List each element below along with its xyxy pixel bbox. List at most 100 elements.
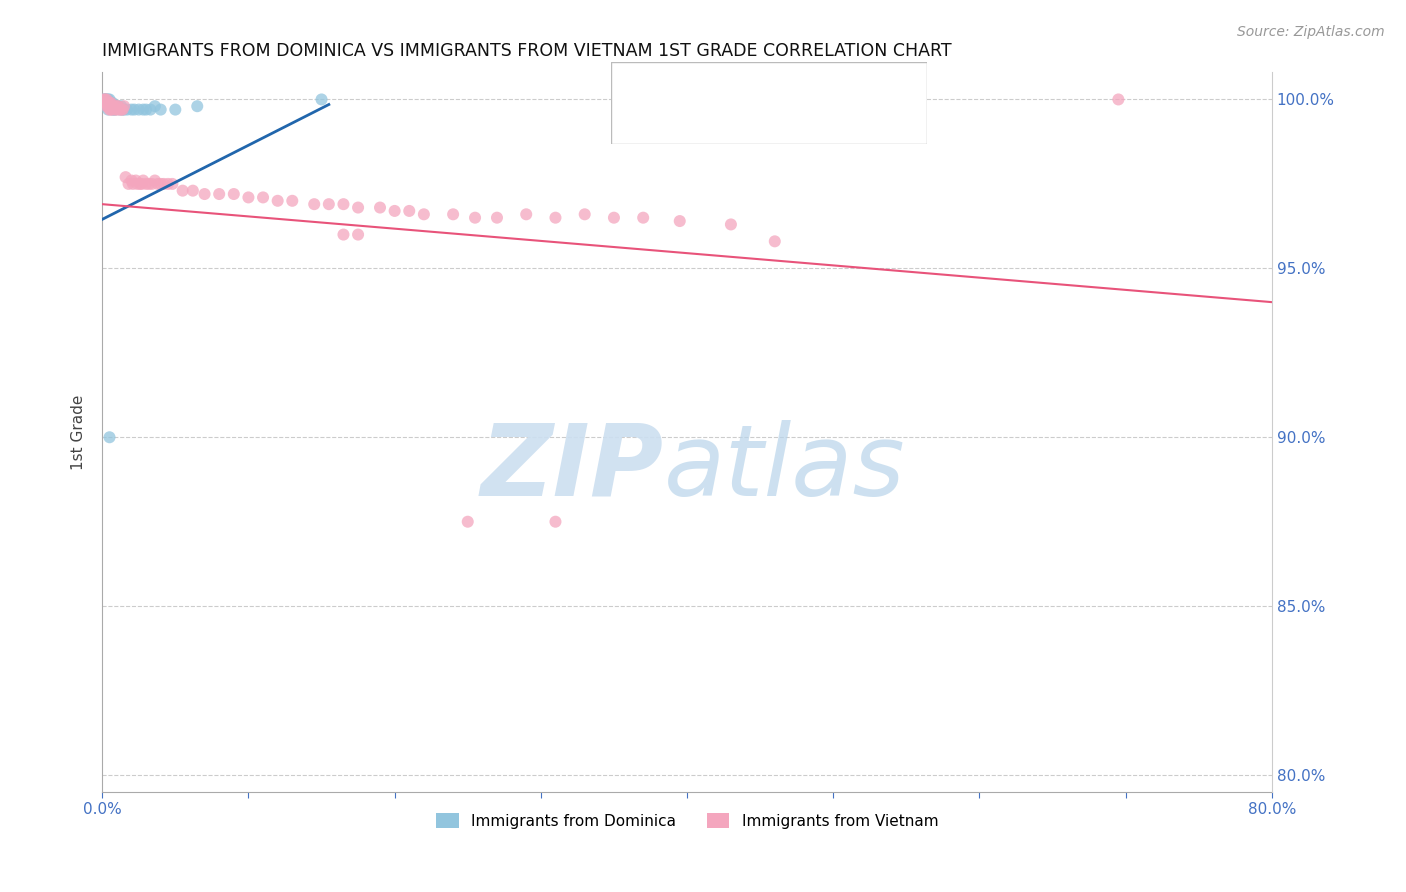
Point [181,184,204,198]
Point [162,177,184,191]
Point [98,95,121,110]
Point [94,92,117,106]
Y-axis label: 1st Grade: 1st Grade [72,394,86,470]
Point [100,103,122,117]
Point [302,197,325,211]
Point [103,99,125,113]
Point [149,103,172,117]
Point [114,170,136,185]
Point [94,95,117,110]
Point [111,103,134,117]
Point [222,187,245,202]
Point [544,211,567,225]
Point [96,95,118,110]
Point [98,99,121,113]
Point [100,99,122,113]
Point [112,103,135,117]
Point [152,177,174,191]
Text: IMMIGRANTS FROM DOMINICA VS IMMIGRANTS FROM VIETNAM 1ST GRADE CORRELATION CHART: IMMIGRANTS FROM DOMINICA VS IMMIGRANTS F… [103,42,952,60]
Point [412,207,434,221]
Point [98,103,121,117]
Point [384,203,406,218]
Point [127,177,149,191]
Point [112,99,135,113]
Point [97,103,120,117]
Point [107,99,129,113]
Point [111,103,134,117]
Point [457,515,479,529]
Point [156,177,179,191]
Point [763,235,786,249]
Point [139,103,162,117]
Point [100,99,122,113]
Point [98,92,121,106]
Point [98,430,121,444]
Point [515,207,537,221]
Point [93,92,115,106]
Point [485,211,508,225]
Point [101,99,124,113]
Point [631,211,654,225]
Point [101,99,124,113]
Point [122,177,145,191]
Point [97,99,120,113]
Point [120,173,142,187]
Point [110,103,132,117]
Point [120,103,142,117]
Point [281,194,304,208]
Point [574,207,596,221]
Point [464,211,486,225]
Point [165,103,187,117]
Point [347,227,370,242]
Point [108,103,131,117]
Point [98,95,121,110]
Point [332,197,354,211]
Point [141,177,163,191]
Point [146,177,169,191]
Text: atlas: atlas [664,419,905,516]
Legend: Immigrants from Dominica, Immigrants from Vietnam: Immigrants from Dominica, Immigrants fro… [430,806,945,835]
Point [96,92,118,106]
Point [115,103,138,117]
Point [252,190,274,204]
Point [135,177,157,191]
Point [103,103,125,117]
Point [96,95,118,110]
Point [311,92,333,106]
Point [104,99,127,113]
Point [347,201,370,215]
Text: Source: ZipAtlas.com: Source: ZipAtlas.com [1237,25,1385,39]
Point [100,95,122,110]
Point [143,173,166,187]
Point [129,177,152,191]
Point [266,194,288,208]
Point [100,95,122,110]
Point [1107,92,1129,106]
Point [94,92,117,106]
Point [138,177,160,191]
Point [96,95,118,110]
Point [101,95,124,110]
Point [172,184,194,198]
Point [135,103,157,117]
Point [720,218,742,232]
Point [117,177,139,191]
Point [441,207,464,221]
Point [332,227,354,242]
Point [668,214,690,228]
Point [98,99,121,113]
Point [131,177,153,191]
Point [132,173,155,187]
Point [105,103,128,117]
Point [108,103,131,117]
Point [238,190,260,204]
Point [93,92,115,106]
Point [96,99,118,113]
Point [97,99,120,113]
Point [97,92,120,106]
Point [125,173,148,187]
Point [149,177,172,191]
Point [94,92,117,106]
Point [101,103,124,117]
Point [132,103,155,117]
